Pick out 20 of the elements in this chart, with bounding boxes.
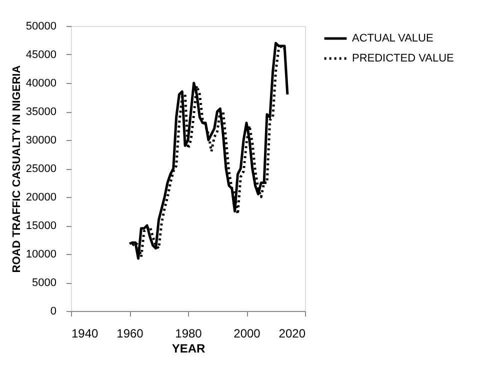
y-tick-label: 10000 xyxy=(26,248,56,260)
y-tick-label: 40000 xyxy=(26,78,56,90)
y-tick-label: 35000 xyxy=(26,106,56,118)
y-axis-title: ROAD TRAFFIC CASUALTY IN NIGERIA xyxy=(10,65,23,273)
y-tick-label: 0 xyxy=(50,306,56,318)
y-tick-label: 20000 xyxy=(26,192,56,204)
y-tick-label: 15000 xyxy=(26,220,56,232)
legend-label: PREDICTED VALUE xyxy=(352,52,454,64)
y-tick-label: 30000 xyxy=(26,134,56,146)
x-tick-label: 1980 xyxy=(175,326,202,340)
y-tick-label: 50000 xyxy=(26,20,56,32)
x-tick-label: 1940 xyxy=(72,326,99,340)
x-axis-title: YEAR xyxy=(172,342,206,356)
x-tick-label: 2000 xyxy=(234,326,261,340)
y-tick-label: 25000 xyxy=(26,163,56,175)
x-tick-label: 1960 xyxy=(116,326,144,340)
x-tick-label: 2020 xyxy=(278,326,306,340)
y-tick-label: 45000 xyxy=(26,49,56,61)
y-tick-label: 5000 xyxy=(32,277,56,289)
legend-label: ACTUAL VALUE xyxy=(352,32,434,44)
